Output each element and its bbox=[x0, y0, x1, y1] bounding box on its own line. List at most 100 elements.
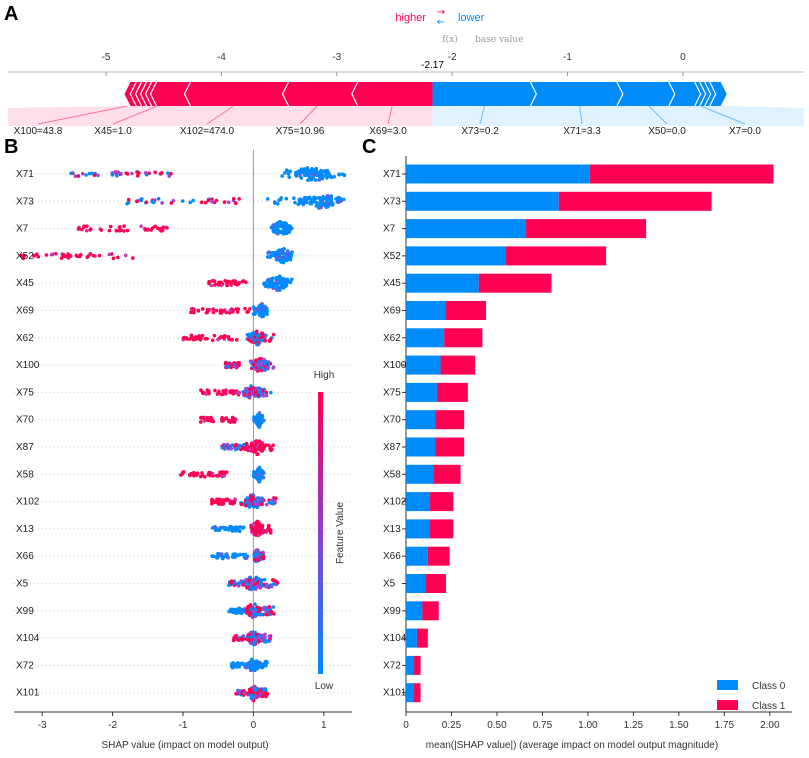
beeswarm-point bbox=[253, 502, 258, 506]
beeswarm-point bbox=[317, 178, 322, 182]
beeswarm-point bbox=[293, 200, 297, 205]
beeswarm-point bbox=[271, 501, 275, 506]
beeswarm-point bbox=[224, 553, 228, 558]
base-value-label: base value bbox=[475, 35, 523, 45]
force-feature-labels: X100=43.8 X45=1.0 X102=474.0 X75=10.96 X69=3… bbox=[14, 105, 761, 137]
force-negative-shade bbox=[432, 106, 804, 126]
bar-class-1 bbox=[446, 301, 487, 320]
beeswarm-point bbox=[200, 471, 204, 475]
beeswarm-point bbox=[125, 201, 129, 206]
beeswarm-point bbox=[242, 690, 246, 695]
beeswarm-point bbox=[160, 171, 164, 175]
beeswarm-point bbox=[199, 416, 203, 420]
beeswarm-point bbox=[211, 307, 216, 311]
beeswarm-point bbox=[258, 335, 263, 340]
force-tick-label: -5 bbox=[102, 52, 111, 63]
beeswarm-point bbox=[253, 552, 258, 557]
beeswarm-point bbox=[264, 530, 269, 534]
beeswarm-point bbox=[275, 231, 279, 235]
beeswarm-tick-label: -3 bbox=[38, 720, 47, 731]
beeswarm-point bbox=[273, 201, 277, 205]
beeswarm-point bbox=[287, 280, 292, 284]
beeswarm-point bbox=[262, 312, 266, 317]
beeswarm-point bbox=[207, 391, 211, 396]
beeswarm-point bbox=[265, 639, 270, 643]
beeswarm-point bbox=[206, 415, 210, 420]
beeswarm-point bbox=[254, 329, 259, 334]
beeswarm-point bbox=[153, 170, 157, 175]
beeswarm-point bbox=[149, 228, 154, 232]
beeswarm-point bbox=[262, 635, 266, 639]
beeswarm-point bbox=[271, 605, 276, 609]
force-feature-label: X69=3.0 bbox=[369, 126, 407, 137]
beeswarm-point bbox=[217, 528, 222, 532]
beeswarm-point bbox=[302, 167, 307, 172]
beeswarm-point bbox=[252, 474, 256, 479]
beeswarm-point bbox=[252, 642, 256, 647]
beeswarm-point bbox=[212, 499, 217, 504]
beeswarm-point bbox=[252, 416, 256, 420]
panel-letter-a: A bbox=[4, 3, 18, 25]
beeswarm-point bbox=[276, 224, 281, 229]
beeswarm-point bbox=[153, 224, 157, 229]
beeswarm-feature-label: X73 bbox=[16, 196, 34, 207]
beeswarm-point bbox=[135, 199, 139, 204]
beeswarm-point bbox=[220, 416, 225, 420]
bar-class-1 bbox=[435, 437, 465, 457]
beeswarm-point bbox=[76, 174, 81, 178]
beeswarm-point bbox=[219, 498, 224, 503]
beeswarm-point bbox=[254, 632, 259, 637]
force-segment-divider bbox=[183, 81, 192, 107]
beeswarm-point bbox=[244, 441, 249, 446]
beeswarm-point bbox=[234, 337, 239, 342]
beeswarm-point bbox=[118, 225, 122, 229]
beeswarm-point bbox=[181, 336, 186, 340]
beeswarm-point bbox=[298, 200, 303, 204]
beeswarm-point bbox=[167, 174, 172, 178]
beeswarm-point bbox=[254, 612, 258, 616]
beeswarm-point bbox=[251, 446, 255, 451]
beeswarm-point bbox=[245, 310, 249, 314]
beeswarm-point bbox=[257, 413, 262, 418]
bar-class-1 bbox=[429, 519, 454, 539]
beeswarm-point bbox=[314, 204, 319, 208]
beeswarm-point bbox=[264, 502, 269, 507]
beeswarm-point bbox=[241, 610, 245, 614]
beeswarm-row-guides bbox=[14, 173, 352, 694]
beeswarm-point bbox=[96, 173, 100, 178]
beeswarm-point bbox=[207, 281, 211, 286]
beeswarm-point bbox=[264, 606, 269, 611]
beeswarm-point bbox=[116, 170, 121, 174]
beeswarm-point bbox=[270, 280, 274, 285]
arrow-left-icon: ← bbox=[437, 17, 445, 28]
bar-class-1 bbox=[478, 273, 552, 293]
beeswarm-point bbox=[320, 172, 324, 177]
beeswarm-point bbox=[241, 583, 245, 587]
beeswarm-point bbox=[225, 497, 229, 502]
beeswarm-point bbox=[280, 285, 284, 289]
beeswarm-point bbox=[262, 282, 266, 286]
beeswarm-feature-label: X5 bbox=[16, 579, 29, 590]
beeswarm-point bbox=[265, 612, 269, 617]
beeswarm-point bbox=[260, 663, 264, 668]
beeswarm-point bbox=[256, 558, 261, 562]
force-tick-label: -3 bbox=[332, 52, 341, 63]
bar-chart: X71 X73 X7 X52 X45 X69 X62 X100 X75 X70 X87 X58 X102… bbox=[383, 156, 792, 751]
beeswarm-point bbox=[320, 202, 324, 206]
beeswarm-point bbox=[258, 581, 263, 586]
beeswarm-point bbox=[304, 199, 309, 203]
force-positive-shade bbox=[8, 106, 433, 126]
beeswarm-point bbox=[255, 342, 259, 347]
beeswarm-point bbox=[255, 691, 260, 695]
beeswarm-point bbox=[248, 387, 252, 392]
beeswarm-point bbox=[313, 168, 318, 172]
legend-lower-label: lower bbox=[458, 12, 485, 24]
beeswarm-point bbox=[216, 551, 220, 556]
beeswarm-point bbox=[202, 474, 207, 479]
beeswarm-point bbox=[247, 632, 251, 637]
beeswarm-point bbox=[264, 582, 269, 587]
bar-class-1 bbox=[422, 601, 439, 621]
beeswarm-point bbox=[329, 199, 334, 204]
beeswarm-point bbox=[261, 556, 265, 560]
colorbar-title: Feature Value bbox=[335, 502, 346, 565]
